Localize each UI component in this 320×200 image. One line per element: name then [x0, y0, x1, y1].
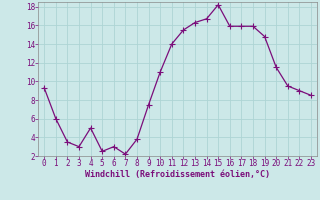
X-axis label: Windchill (Refroidissement éolien,°C): Windchill (Refroidissement éolien,°C)	[85, 170, 270, 179]
